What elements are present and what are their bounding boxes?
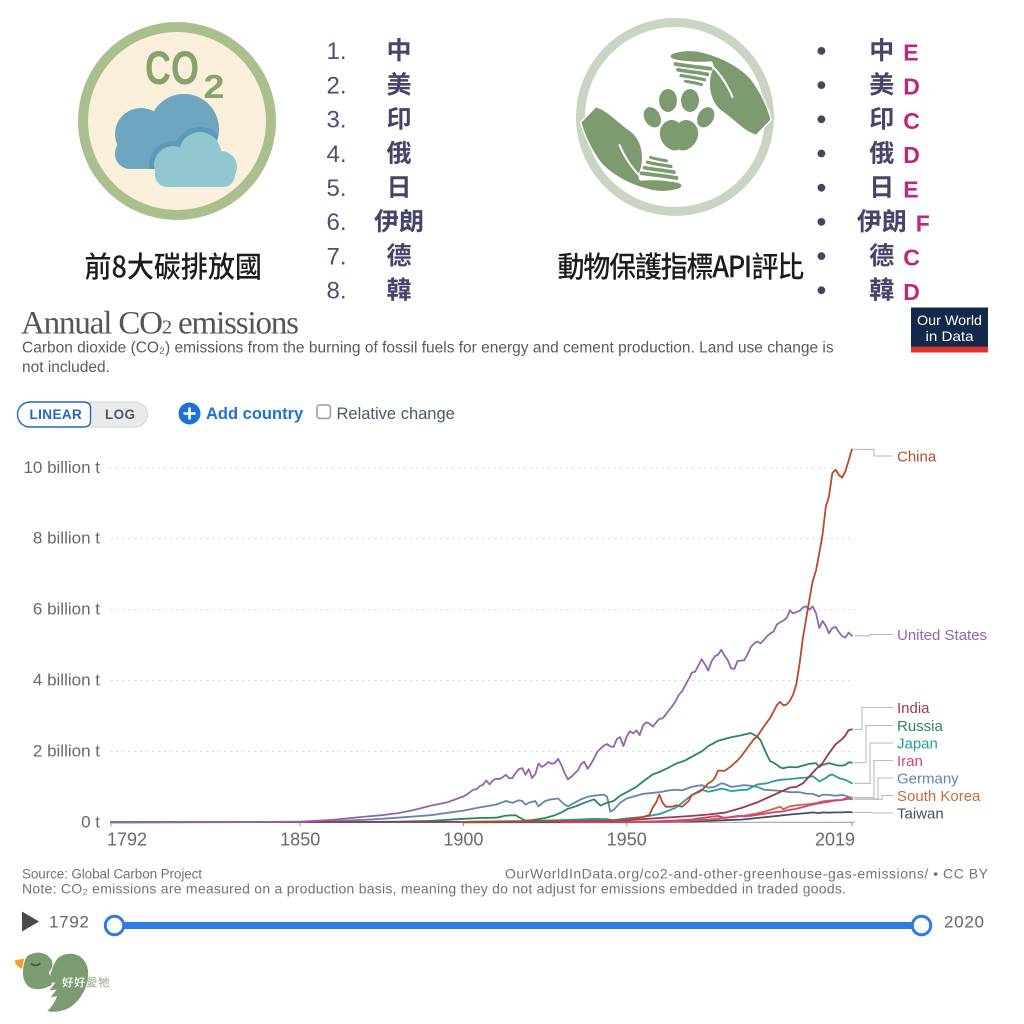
svg-text:Russia: Russia [897,718,944,735]
svg-text:South Korea: South Korea [897,788,981,805]
svg-text:F: F [916,211,930,237]
svg-text:OurWorldInData.org/co2-and-oth: OurWorldInData.org/co2-and-other-greenho… [505,866,989,882]
svg-text:5.: 5. [327,175,347,202]
svg-text:C: C [903,108,920,134]
svg-text:Japan: Japan [897,736,938,753]
svg-text:7.: 7. [327,243,347,270]
svg-text:2 billion t: 2 billion t [33,741,100,760]
svg-text:1792: 1792 [49,913,89,932]
svg-text:1850: 1850 [280,830,320,850]
svg-text:D: D [903,142,920,168]
svg-text:1900: 1900 [443,830,483,850]
svg-text:Note: CO₂ emissions are measur: Note: CO₂ emissions are measured on a pr… [22,881,846,897]
svg-text:1950: 1950 [607,830,647,850]
svg-text:India: India [897,700,930,717]
svg-text:0 t: 0 t [81,812,100,831]
svg-text:1.: 1. [327,38,347,65]
svg-text:United States: United States [897,627,987,644]
svg-text:LINEAR: LINEAR [30,407,83,422]
svg-text:D: D [903,279,920,305]
svg-text:Germany: Germany [897,771,959,788]
svg-text:2020: 2020 [944,913,984,932]
svg-text:2.: 2. [327,72,347,99]
svg-text:not included.: not included. [22,359,110,376]
svg-text:China: China [897,449,937,466]
svg-text:3.: 3. [327,107,347,134]
svg-text:Iran: Iran [897,753,923,770]
svg-text:6.: 6. [327,209,347,236]
svg-text:4 billion t: 4 billion t [33,671,100,690]
svg-text:LOG: LOG [105,407,135,422]
svg-text:8 billion t: 8 billion t [33,529,100,548]
svg-text:Carbon dioxide (CO₂) emissions: Carbon dioxide (CO₂) emissions from the … [22,340,834,357]
svg-text:Our World: Our World [917,312,982,328]
svg-text:E: E [903,40,918,66]
svg-text:C: C [903,245,920,271]
svg-text:2019: 2019 [815,830,855,850]
svg-text:in Data: in Data [926,328,974,344]
svg-text:Add country: Add country [206,405,304,423]
svg-text:Annual CO2 emissions: Annual CO2 emissions [21,306,299,342]
svg-text:2: 2 [204,68,225,105]
svg-text:8.: 8. [327,278,347,305]
svg-text:CO: CO [145,41,199,94]
svg-text:1792: 1792 [107,830,147,850]
svg-text:Taiwan: Taiwan [897,806,944,823]
svg-text:6 billion t: 6 billion t [33,600,100,619]
svg-text:Source: Global Carbon Project: Source: Global Carbon Project [22,867,202,882]
svg-text:4.: 4. [327,141,347,168]
svg-text:Relative change: Relative change [337,405,455,423]
svg-text:10 billion t: 10 billion t [23,458,100,477]
svg-text:E: E [903,176,918,202]
svg-text:D: D [903,74,920,100]
